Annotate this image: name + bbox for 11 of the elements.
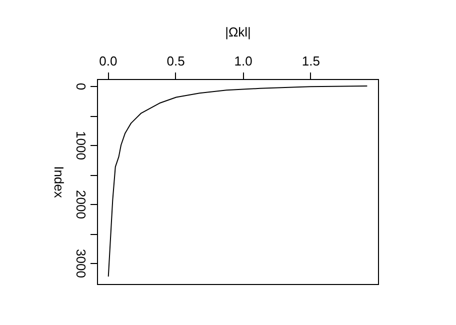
y-tick-label: 2000 [74,190,88,219]
x-axis-title: |Ωkl| [225,24,251,40]
x-tick-label: 1.5 [302,54,320,68]
y-tick-label: 3000 [74,249,88,278]
x-tick-label: 0.5 [166,54,185,68]
y-axis-title: Index [52,166,66,198]
y-tick-label: 0 [74,82,88,90]
line-series [108,86,368,278]
x-tick-label: 1.0 [234,54,252,68]
x-tick-label: 0.0 [99,54,118,68]
y-tick-label: 1000 [74,131,88,160]
